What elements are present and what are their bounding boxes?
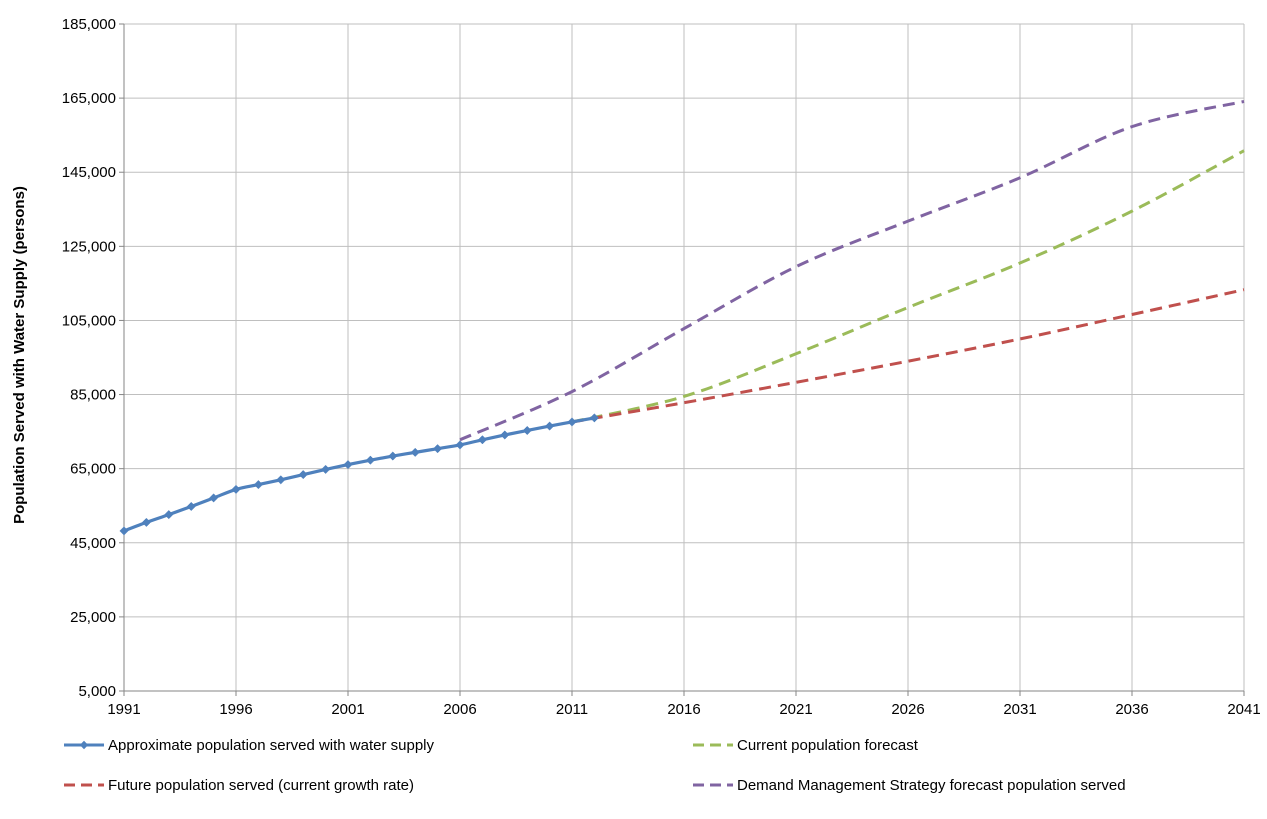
series-line-3 xyxy=(459,99,1245,442)
x-tick-label: 2041 xyxy=(1227,701,1260,718)
data-point-marker xyxy=(388,451,398,461)
x-tick-label: 2001 xyxy=(331,701,364,718)
x-tick-label: 2026 xyxy=(891,701,924,718)
x-tick-label: 2011 xyxy=(556,701,588,718)
data-point-marker xyxy=(545,421,555,431)
data-point-marker xyxy=(164,510,174,520)
data-point-marker xyxy=(365,455,375,465)
legend-label: Approximate population served with water… xyxy=(108,737,435,754)
y-tick-label: 185,000 xyxy=(62,16,116,33)
data-point-marker xyxy=(455,440,465,450)
data-point-marker xyxy=(477,435,487,445)
axes xyxy=(119,23,1245,696)
y-tick-label: 25,000 xyxy=(70,609,116,626)
series-line-0 xyxy=(123,416,595,533)
legend-label: Demand Management Strategy forecast popu… xyxy=(737,777,1126,794)
legend-label: Current population forecast xyxy=(737,737,919,754)
data-point-marker xyxy=(433,444,443,454)
data-point-marker xyxy=(141,517,151,527)
data-point-marker xyxy=(253,480,263,490)
y-axis-title: Population Served with Water Supply (per… xyxy=(11,186,28,524)
y-tick-label: 105,000 xyxy=(62,312,116,329)
data-point-marker xyxy=(321,464,331,474)
series-line-2 xyxy=(571,288,1245,424)
data-point-marker xyxy=(567,417,577,427)
y-tick-label: 85,000 xyxy=(70,387,116,404)
series-group xyxy=(119,99,1245,536)
y-tick-label: 165,000 xyxy=(62,90,116,107)
y-tick-label: 45,000 xyxy=(70,535,116,552)
legend: Approximate population served with water… xyxy=(64,737,1126,794)
data-point-marker xyxy=(119,526,129,536)
y-tick-label: 125,000 xyxy=(62,238,116,255)
grid xyxy=(124,23,1245,691)
data-point-marker xyxy=(589,413,599,423)
data-point-marker xyxy=(500,430,510,440)
series-line-1 xyxy=(571,149,1245,424)
x-tick-label: 1991 xyxy=(107,701,140,718)
legend-marker xyxy=(79,740,89,750)
data-point-marker xyxy=(209,493,219,503)
x-tick-label: 2016 xyxy=(667,701,700,718)
data-point-marker xyxy=(410,447,420,457)
data-point-marker xyxy=(343,460,353,470)
y-axis-ticks: 5,000 25,000 45,000 65,000 85,000 105,000 125,… xyxy=(62,16,116,700)
x-tick-label: 1996 xyxy=(219,701,252,718)
data-point-marker xyxy=(231,484,241,494)
x-tick-label: 2006 xyxy=(443,701,476,718)
y-tick-label: 5,000 xyxy=(78,683,116,700)
legend-label: Future population served (current growth… xyxy=(108,777,414,794)
x-tick-label: 2031 xyxy=(1003,701,1036,718)
x-axis-ticks: 1991 1996 2001 2006 2011 2016 2021 2026 2031 2036… xyxy=(107,701,1260,718)
x-tick-label: 2021 xyxy=(779,701,812,718)
data-point-marker xyxy=(522,425,532,436)
data-point-marker xyxy=(298,470,308,480)
data-point-marker xyxy=(186,501,196,512)
y-tick-label: 145,000 xyxy=(62,164,116,181)
x-tick-label: 2036 xyxy=(1115,701,1148,718)
data-point-marker xyxy=(276,475,286,485)
y-tick-label: 65,000 xyxy=(70,461,116,478)
